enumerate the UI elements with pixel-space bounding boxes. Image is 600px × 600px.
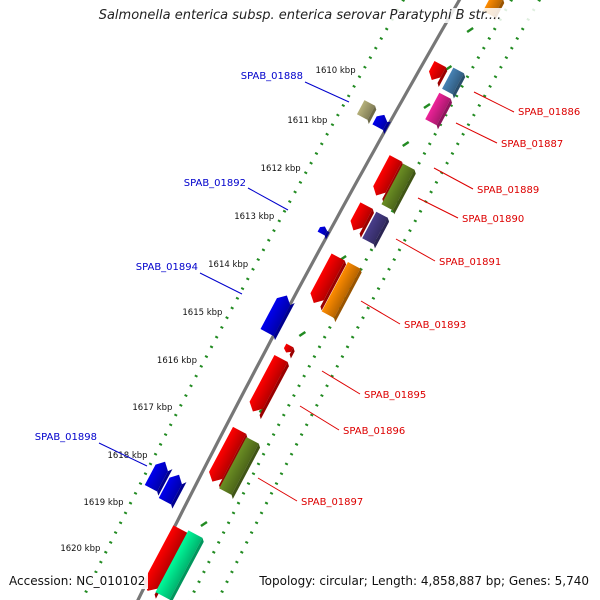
reverse-gene-6[interactable] bbox=[281, 343, 296, 359]
gene-label[interactable]: SPAB_01898 bbox=[35, 432, 97, 443]
scale-label: 1611 kbp bbox=[287, 116, 327, 126]
gene-leader-line bbox=[395, 238, 436, 262]
backbone-line bbox=[136, 0, 462, 600]
gene-label[interactable]: SPAB_01888 bbox=[241, 71, 303, 82]
cds-feature-3[interactable] bbox=[361, 211, 391, 249]
scale-dotted-track bbox=[216, 0, 542, 600]
gene-leader-line bbox=[455, 122, 498, 144]
forward-gene-1[interactable] bbox=[356, 100, 378, 124]
scale-label: 1620 kbp bbox=[60, 544, 100, 554]
gene-leader-line bbox=[257, 477, 298, 502]
track-tick bbox=[200, 520, 208, 528]
scale-label: 1617 kbp bbox=[132, 403, 172, 413]
track-tick bbox=[423, 102, 431, 110]
forward-gene-2[interactable] bbox=[371, 112, 392, 135]
reverse-gene-5[interactable] bbox=[306, 253, 348, 311]
scale-label: 1610 kbp bbox=[316, 66, 356, 76]
cds-feature-5[interactable] bbox=[218, 437, 262, 499]
forward-gene-4[interactable] bbox=[259, 292, 296, 341]
reverse-gene-4[interactable] bbox=[346, 202, 376, 238]
gene-leader-line bbox=[299, 405, 340, 431]
gene-leader-line bbox=[417, 197, 459, 219]
gene-label[interactable]: SPAB_01892 bbox=[184, 178, 246, 189]
reverse-gene-1[interactable] bbox=[425, 61, 449, 88]
gene-leader-line bbox=[247, 187, 289, 211]
gene-leader-line bbox=[473, 91, 515, 113]
forward-gene-5[interactable] bbox=[143, 458, 174, 496]
reverse-gene-7[interactable] bbox=[245, 354, 290, 420]
gene-leader-line bbox=[304, 81, 350, 103]
scale-label: 1615 kbp bbox=[182, 308, 222, 318]
scale-label: 1614 kbp bbox=[208, 260, 248, 270]
gene-label[interactable]: SPAB_01894 bbox=[136, 262, 198, 273]
gene-leader-line bbox=[360, 300, 401, 325]
cds-feature-4[interactable] bbox=[320, 261, 363, 323]
gene-leader-line bbox=[321, 370, 361, 395]
topology-text: Topology: circular; Length: 4,858,887 bp… bbox=[256, 573, 592, 589]
gene-label[interactable]: SPAB_01896 bbox=[343, 426, 405, 437]
scale-label: 1619 kbp bbox=[84, 498, 124, 508]
gene-label[interactable]: SPAB_01889 bbox=[477, 185, 539, 196]
scale-label: 1612 kbp bbox=[261, 164, 301, 174]
cds-feature-1[interactable] bbox=[441, 67, 467, 99]
cds-feature-6[interactable] bbox=[154, 530, 205, 600]
scale-label: 1613 kbp bbox=[234, 212, 274, 222]
scale-label: 1616 kbp bbox=[157, 356, 197, 366]
forward-gene-6[interactable] bbox=[157, 471, 188, 509]
accession-text: Accession: NC_010102 bbox=[6, 573, 149, 589]
gene-label[interactable]: SPAB_01890 bbox=[462, 214, 524, 225]
track-tick bbox=[298, 330, 307, 338]
track-tick bbox=[402, 140, 410, 148]
gene-leader-line bbox=[433, 167, 474, 190]
gene-leader-line bbox=[199, 272, 243, 295]
map-title: Salmonella enterica subsp. enterica sero… bbox=[0, 8, 600, 23]
reverse-gene-2[interactable] bbox=[424, 92, 454, 130]
scale-label: 1618 kbp bbox=[107, 451, 147, 461]
track-tick bbox=[466, 26, 474, 34]
gene-label[interactable]: SPAB_01893 bbox=[404, 320, 466, 331]
gene-label[interactable]: SPAB_01891 bbox=[439, 257, 501, 268]
cds-feature-2[interactable] bbox=[380, 163, 417, 215]
gene-leader-line bbox=[98, 442, 148, 467]
scale-dotted-track bbox=[80, 0, 406, 600]
gene-label[interactable]: SPAB_01886 bbox=[518, 107, 580, 118]
gene-label[interactable]: SPAB_01895 bbox=[364, 390, 426, 401]
gene-label[interactable]: SPAB_01897 bbox=[301, 497, 363, 508]
scale-dotted-track bbox=[188, 0, 514, 600]
forward-gene-3[interactable] bbox=[316, 225, 331, 240]
reverse-gene-3[interactable] bbox=[369, 155, 405, 203]
gene-label[interactable]: SPAB_01887 bbox=[501, 139, 563, 150]
